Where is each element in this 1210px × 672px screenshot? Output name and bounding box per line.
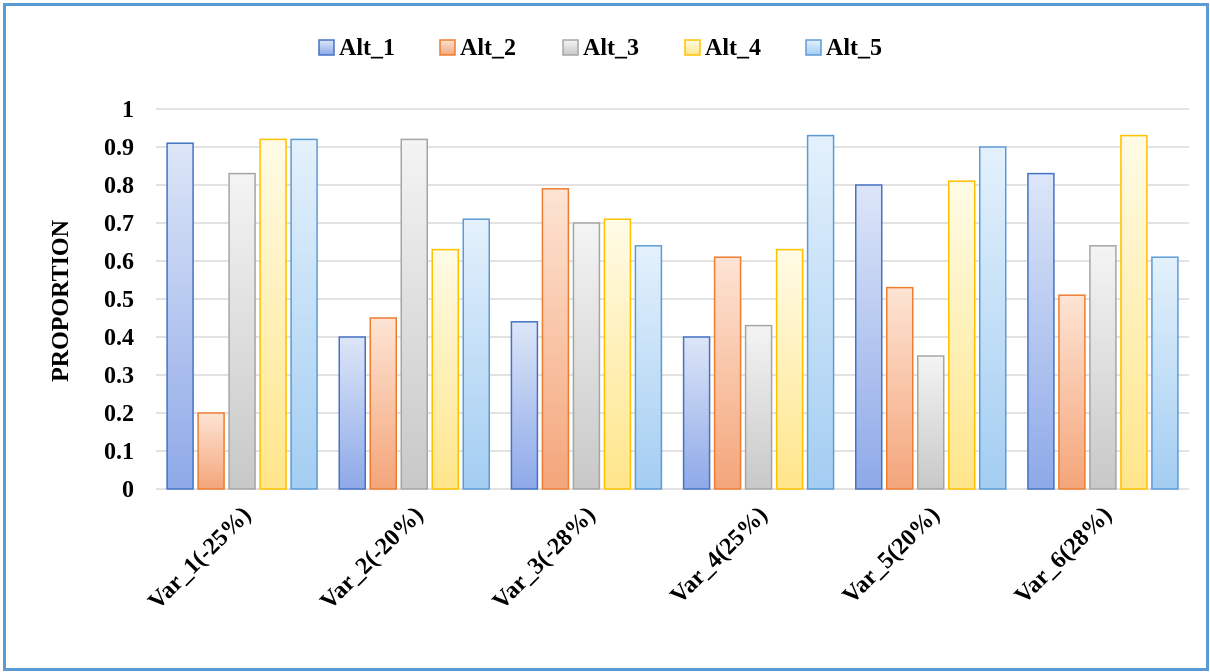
bar-alt-1 bbox=[166, 142, 194, 490]
bar-alt-4 bbox=[431, 248, 459, 490]
bar-alt-2 bbox=[713, 256, 742, 490]
bar-alt-1 bbox=[855, 184, 883, 490]
legend-label: Alt_3 bbox=[583, 35, 639, 61]
bars bbox=[166, 134, 1179, 490]
y-tick-label: 0.6 bbox=[104, 249, 134, 275]
legend-swatch bbox=[562, 39, 579, 56]
legend-label: Alt_5 bbox=[826, 35, 882, 61]
x-axis-labels: Var_1(-25%) Var_2(-20%) Var_3(-28%) Var_4(2… bbox=[143, 502, 1117, 615]
legend-swatch bbox=[805, 39, 822, 56]
gridlines bbox=[156, 108, 1189, 490]
bar-alt-1 bbox=[338, 336, 366, 490]
y-tick-label: 0 bbox=[122, 477, 134, 503]
legend-label: Alt_2 bbox=[460, 35, 516, 61]
y-tick-label: 0.4 bbox=[104, 325, 134, 351]
bar-alt-1 bbox=[510, 321, 539, 490]
bar-alt-3 bbox=[228, 172, 256, 490]
y-tick-label: 0.3 bbox=[104, 363, 134, 389]
bar-alt-5 bbox=[806, 134, 835, 490]
x-category-label: Var_4(25%) bbox=[666, 502, 773, 609]
legend-swatch bbox=[439, 39, 456, 56]
bar-chart: Alt_1 Alt_2 Alt_3 Alt_4 Alt_5 00.10.20.30.40… bbox=[48, 35, 1189, 615]
bar-alt-5 bbox=[462, 218, 490, 490]
bar-alt-2 bbox=[541, 188, 570, 490]
bar-alt-4 bbox=[948, 180, 976, 490]
bar-alt-3 bbox=[1089, 245, 1117, 490]
legend-label: Alt_1 bbox=[339, 35, 395, 61]
bar-alt-2 bbox=[1058, 294, 1086, 490]
legend-label: Alt_4 bbox=[705, 35, 761, 61]
y-tick-label: 0.9 bbox=[104, 135, 134, 161]
legend: Alt_1 Alt_2 Alt_3 Alt_4 Alt_5 bbox=[318, 35, 882, 61]
bar-alt-4 bbox=[1120, 134, 1148, 490]
bar-alt-2 bbox=[197, 412, 225, 490]
x-category-label: Var_1(-25%) bbox=[143, 502, 256, 615]
legend-swatch bbox=[318, 39, 335, 56]
y-axis-title: PROPORTION bbox=[48, 219, 74, 381]
bar-alt-1 bbox=[682, 336, 711, 490]
x-category-label: Var_6(28%) bbox=[1010, 502, 1117, 609]
legend-swatch bbox=[684, 39, 701, 56]
bar-alt-3 bbox=[917, 355, 945, 490]
y-tick-label: 1 bbox=[122, 97, 134, 123]
bar-alt-4 bbox=[603, 218, 632, 490]
y-tick-label: 0.7 bbox=[104, 211, 134, 237]
bar-alt-5 bbox=[979, 146, 1007, 490]
y-tick-label: 0.2 bbox=[104, 401, 134, 427]
bar-alt-4 bbox=[259, 138, 287, 490]
y-tick-label: 0.5 bbox=[104, 287, 134, 313]
bar-alt-2 bbox=[369, 317, 397, 490]
bar-alt-2 bbox=[886, 286, 914, 490]
bar-alt-3 bbox=[744, 324, 773, 490]
y-tick-label: 0.8 bbox=[104, 173, 134, 199]
bar-alt-5 bbox=[634, 245, 663, 490]
bar-alt-4 bbox=[775, 248, 804, 490]
y-axis-ticks: 0 0.1 0.2 0.3 0.4 0.5 0.6 0.7 0.8 0.9 1 bbox=[104, 97, 134, 503]
chart-frame: Alt_1 Alt_2 Alt_3 Alt_4 Alt_5 0 0.1 0.2 0.3 0.4 0… bbox=[3, 3, 1209, 671]
bar-alt-3 bbox=[572, 222, 601, 490]
y-tick-label: 0.1 bbox=[104, 439, 134, 465]
x-category-label: Var_3(-28%) bbox=[488, 502, 601, 615]
bar-alt-5 bbox=[1151, 256, 1179, 490]
bar-alt-1 bbox=[1027, 172, 1055, 490]
bar-alt-5 bbox=[290, 138, 318, 490]
x-category-label: Var_5(20%) bbox=[838, 502, 945, 609]
x-category-label: Var_2(-20%) bbox=[316, 502, 429, 615]
bar-alt-3 bbox=[400, 138, 428, 490]
